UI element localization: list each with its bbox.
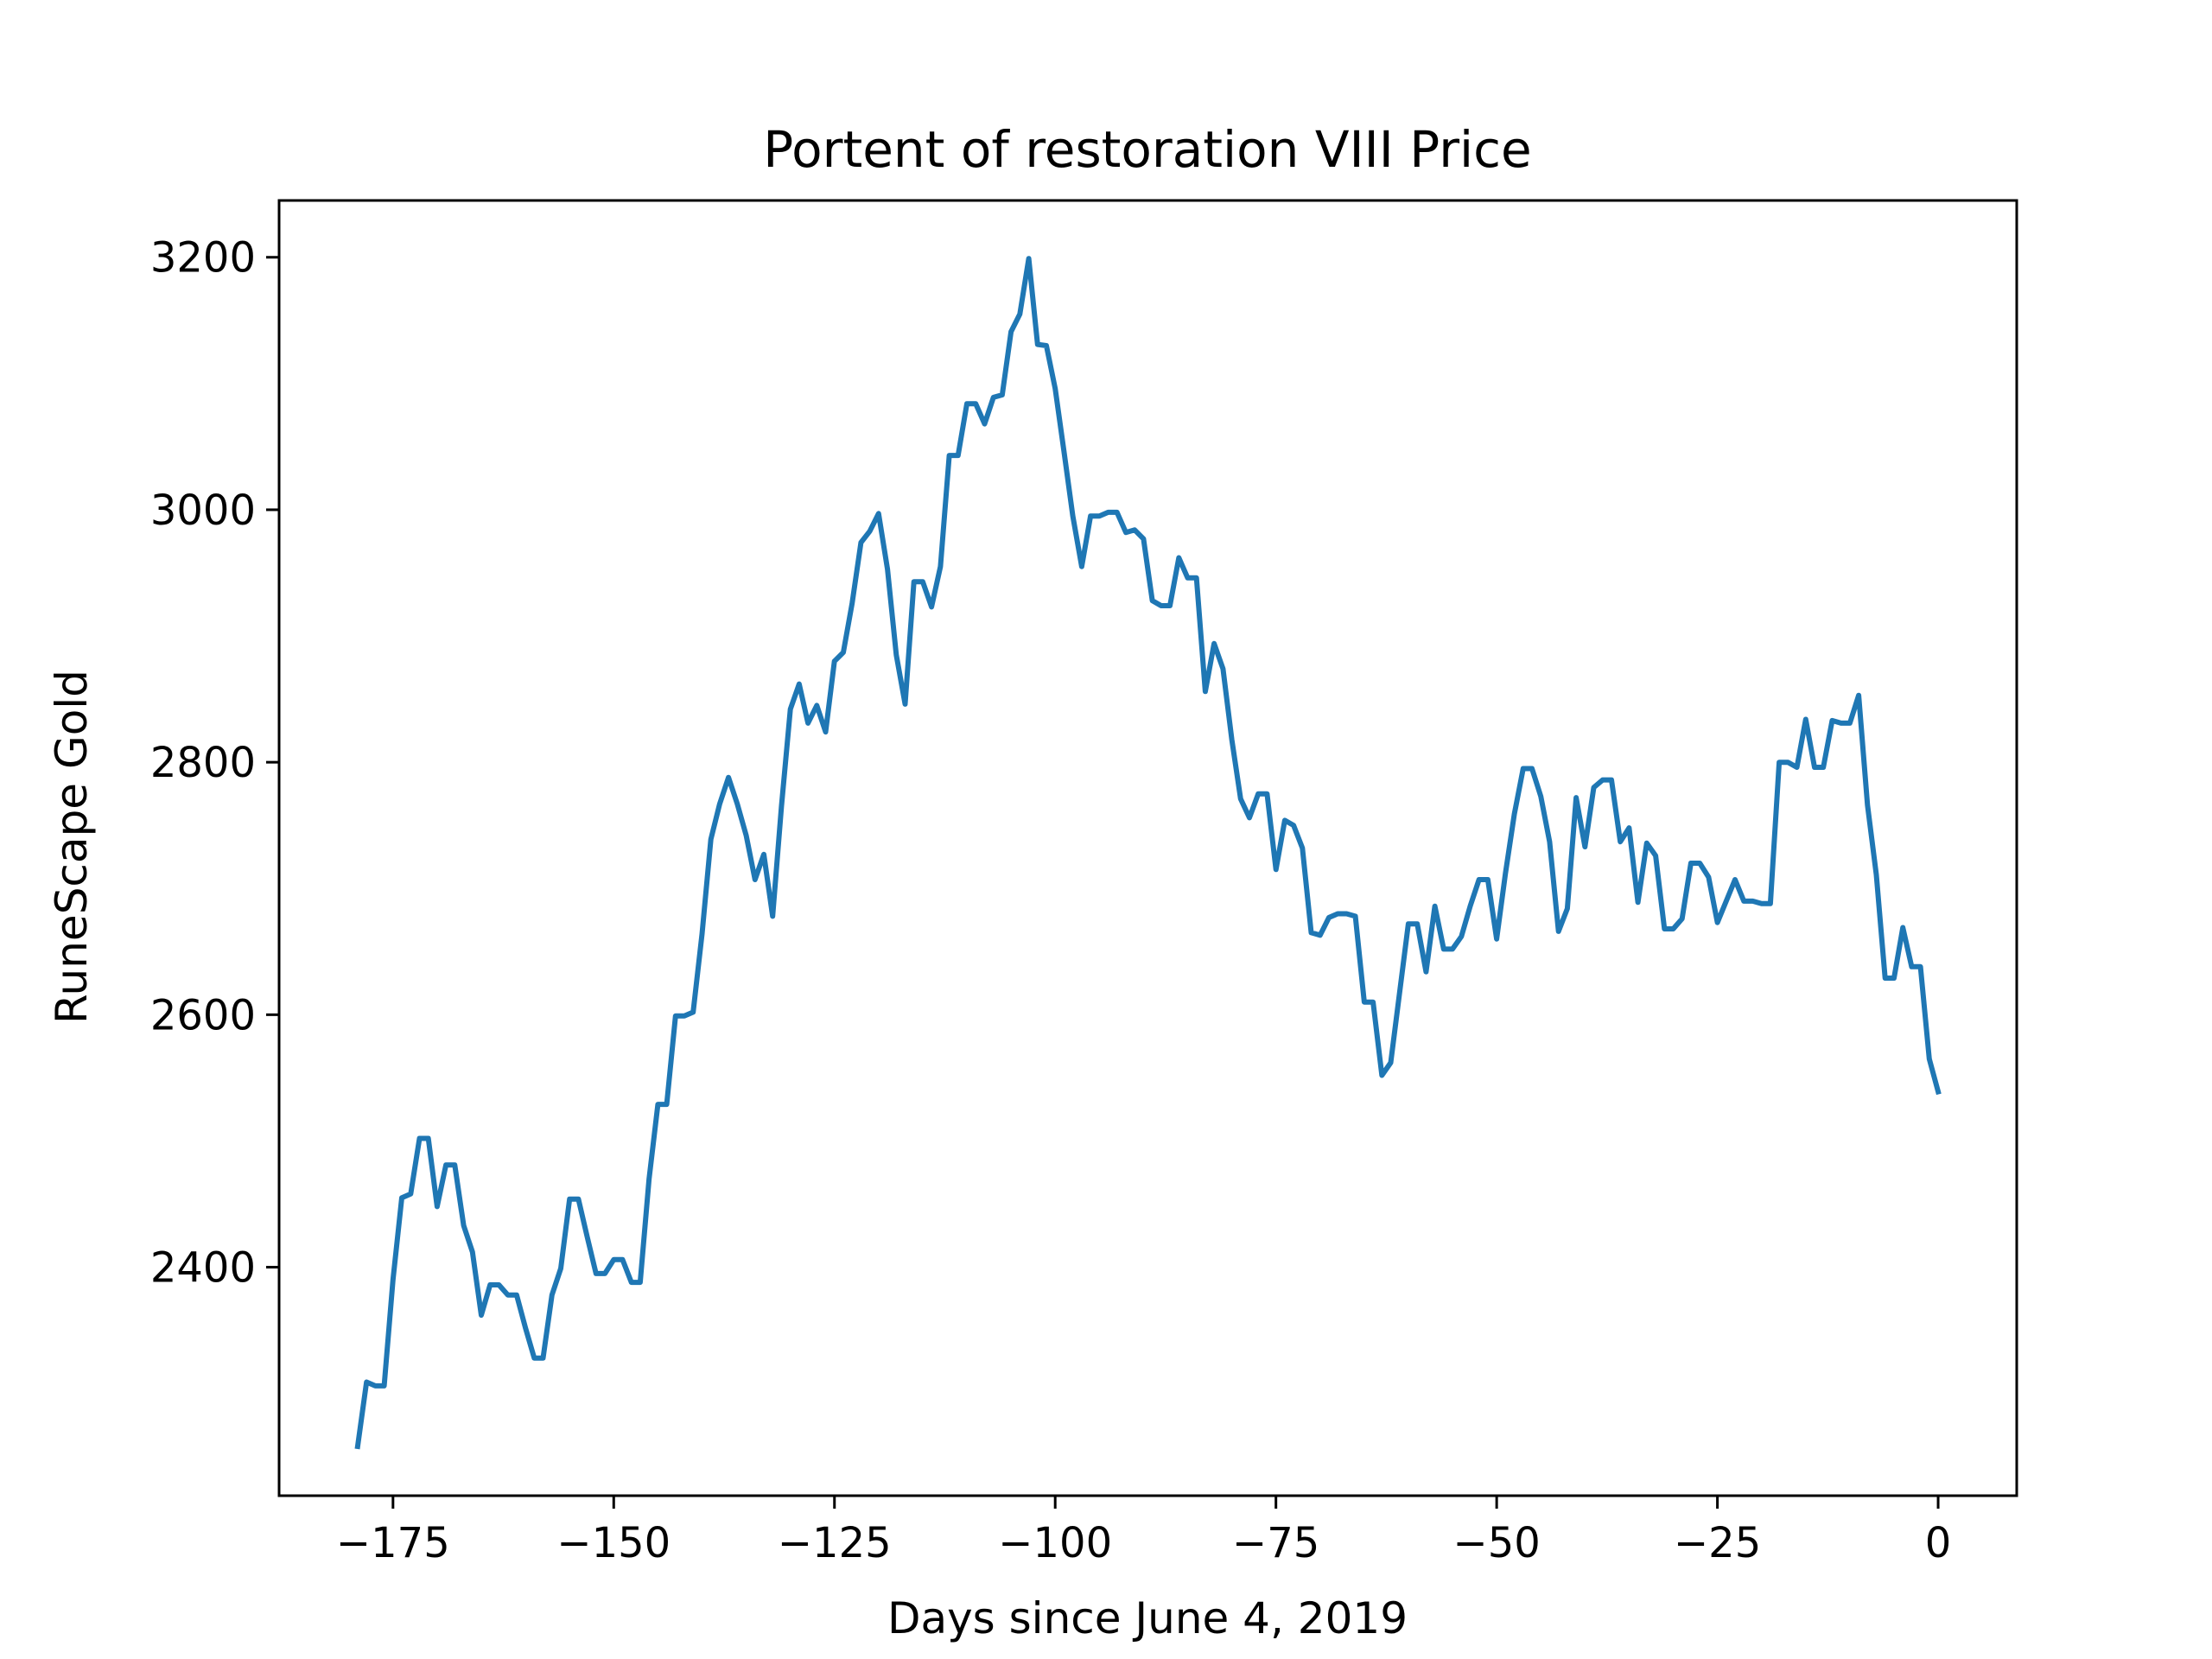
plot-frame xyxy=(277,199,2018,1497)
x-tick-label: −25 xyxy=(1674,1519,1761,1567)
x-tick-label: −100 xyxy=(998,1519,1112,1567)
x-tick-label: 0 xyxy=(1925,1519,1952,1567)
x-tick-label: −75 xyxy=(1232,1519,1319,1567)
y-axis-label: RuneScape Gold xyxy=(47,670,97,1024)
x-tick-label: −150 xyxy=(556,1519,671,1567)
y-tick-label: 2600 xyxy=(150,991,256,1039)
x-axis: −175 −150 −125 −100 −75 −50 −25 0 xyxy=(336,1496,1951,1567)
plot-area xyxy=(354,256,1942,1450)
price-series-line xyxy=(354,256,1942,1450)
y-tick-label: 3000 xyxy=(150,486,256,535)
y-tick-label: 2800 xyxy=(150,739,256,787)
x-axis-label: Days since June 4, 2019 xyxy=(887,1593,1408,1643)
x-tick-label: −50 xyxy=(1452,1519,1540,1567)
chart-title: Portent of restoration VIII Price xyxy=(763,120,1531,179)
y-tick-label: 3200 xyxy=(150,234,256,283)
x-tick-label: −125 xyxy=(778,1519,892,1567)
x-tick-label: −175 xyxy=(336,1519,450,1567)
y-tick-label: 2400 xyxy=(150,1244,256,1293)
y-axis: 2400 2600 2800 3000 3200 xyxy=(150,234,279,1293)
